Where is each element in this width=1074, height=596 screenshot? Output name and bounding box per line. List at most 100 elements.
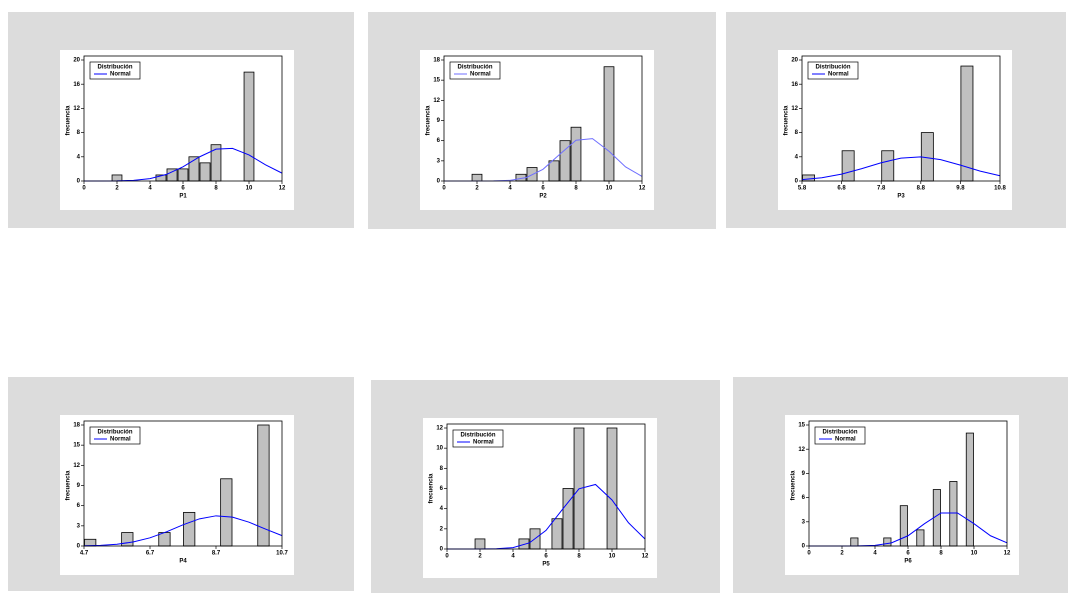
plot-frame	[83, 55, 283, 182]
histogram-bar	[965, 432, 974, 547]
x-axis-label: P4	[179, 559, 187, 565]
y-tick-label: 15	[433, 78, 440, 84]
histogram-bar	[84, 538, 97, 547]
y-tick-label: 0	[77, 544, 81, 550]
x-tick-label: 10	[606, 186, 613, 192]
y-tick-label: 6	[440, 486, 444, 492]
x-tick-label: 12	[1004, 551, 1011, 557]
x-tick-label: 4	[511, 554, 515, 560]
y-tick-label: 0	[802, 544, 806, 550]
histogram-bar	[471, 173, 483, 182]
y-tick-label: 9	[437, 118, 441, 124]
x-tick-label: 8.8	[917, 186, 926, 192]
y-tick-label: 12	[73, 463, 80, 469]
histogram-bar	[158, 532, 171, 547]
x-tick-label: 12	[642, 554, 649, 560]
chart-panel: 0 3 6 9 12 15 18 0 2 4 6 8 10 12 P2 frecuencia Distribuc…	[368, 12, 716, 229]
y-tick-label: 4	[440, 506, 444, 512]
x-tick-label: 10	[609, 554, 616, 560]
y-tick-label: 16	[73, 82, 80, 88]
legend-label: Normal	[110, 72, 131, 78]
histogram-bar	[243, 71, 255, 182]
x-tick-label: 6.8	[837, 186, 846, 192]
y-tick-label: 6	[77, 503, 81, 509]
x-tick-label: 2	[840, 551, 844, 557]
histogram-bar	[111, 174, 123, 182]
legend-box	[452, 429, 504, 448]
chart-panel: 0 2 4 6 8 10 12 0 2 4 6 8 10 12 P5 frecuencia Distribuci…	[371, 380, 720, 593]
y-tick-label: 20	[73, 58, 80, 64]
x-tick-label: 8	[214, 186, 218, 192]
y-tick-label: 3	[802, 519, 806, 525]
histogram-bar	[570, 126, 582, 182]
y-tick-label: 4	[795, 154, 799, 160]
x-axis-label: P2	[539, 194, 547, 200]
x-tick-label: 4	[148, 186, 152, 192]
plot-frame	[801, 55, 1001, 182]
histogram-bar	[606, 427, 618, 550]
x-tick-label: 2	[478, 554, 482, 560]
legend-label: Normal	[835, 437, 856, 443]
x-axis-label: P3	[897, 194, 905, 200]
y-tick-label: 6	[802, 495, 806, 501]
x-tick-label: 6	[906, 551, 910, 557]
x-tick-label: 5.8	[798, 186, 807, 192]
y-tick-label: 9	[77, 483, 81, 489]
x-tick-label: 10	[971, 551, 978, 557]
legend-box	[89, 61, 141, 80]
y-tick-label: 3	[437, 158, 441, 164]
y-tick-label: 15	[798, 423, 805, 429]
x-tick-label: 2	[115, 186, 119, 192]
y-tick-label: 8	[795, 130, 799, 136]
histogram-bar	[916, 529, 925, 547]
x-tick-label: 12	[279, 186, 286, 192]
y-tick-label: 20	[791, 58, 798, 64]
x-tick-label: 8	[577, 554, 581, 560]
x-tick-label: 8.7	[212, 551, 221, 557]
y-tick-label: 4	[77, 154, 81, 160]
y-tick-label: 16	[791, 82, 798, 88]
legend-title: Distribución	[97, 430, 132, 436]
x-axis-label: P6	[904, 559, 912, 565]
x-tick-label: 8	[574, 186, 578, 192]
plot-frame	[446, 423, 646, 550]
histogram-bar	[551, 518, 563, 550]
histogram-bar	[949, 481, 958, 547]
histogram-bar	[603, 66, 615, 182]
x-tick-label: 0	[807, 551, 811, 557]
y-tick-label: 12	[436, 426, 443, 432]
histogram-bar	[474, 538, 486, 550]
normal-curve	[801, 156, 1001, 181]
x-tick-label: 10	[246, 186, 253, 192]
chart-panel: 0 3 6 9 12 15 18 4.7 6.7 8.7 10.7 P4 frecuencia Distr…	[8, 377, 354, 591]
normal-curve	[83, 515, 283, 547]
histogram-bar	[960, 65, 974, 182]
y-tick-label: 0	[437, 179, 441, 185]
y-tick-label: 12	[798, 447, 805, 453]
legend-box	[814, 426, 866, 445]
legend-title: Distribución	[457, 65, 492, 71]
histogram-bar	[183, 511, 196, 547]
x-tick-label: 6.7	[146, 551, 155, 557]
x-tick-label: 4	[508, 186, 512, 192]
histogram-bar	[220, 478, 233, 547]
legend-title: Distribución	[97, 65, 132, 71]
y-tick-label: 18	[73, 423, 80, 429]
legend-box	[89, 426, 141, 445]
y-axis-label: frecuencia	[791, 470, 797, 501]
y-tick-label: 12	[791, 106, 798, 112]
histogram-bar	[802, 174, 815, 182]
x-tick-label: 0	[445, 554, 449, 560]
legend-label: Normal	[473, 440, 494, 446]
histogram-bar	[883, 537, 892, 547]
y-tick-label: 15	[73, 443, 80, 449]
plot-frame	[83, 420, 283, 547]
legend-label: Normal	[470, 72, 491, 78]
x-axis-label: P5	[542, 562, 550, 568]
x-axis-label: P1	[179, 194, 187, 200]
x-tick-label: 6	[181, 186, 185, 192]
x-tick-label: 6	[544, 554, 548, 560]
y-axis-label: frecuencia	[429, 473, 435, 504]
